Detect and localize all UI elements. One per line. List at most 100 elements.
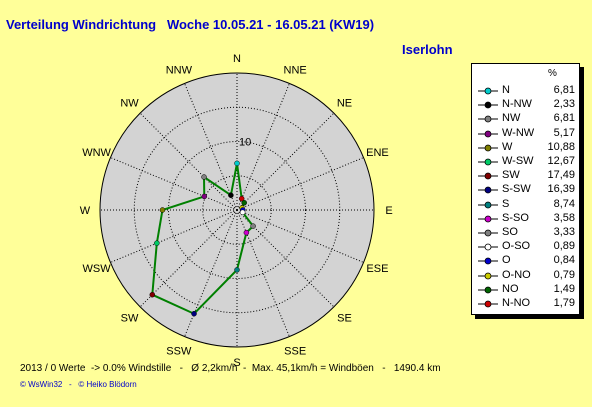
legend-value: 3,33	[553, 226, 575, 238]
legend-swatch	[478, 201, 498, 208]
direction-label: S	[233, 357, 240, 369]
legend-item: O-NO 0,79	[472, 269, 579, 283]
chart-title: Verteilung Windrichtung Woche 10.05.21 -…	[6, 17, 375, 32]
legend-label: NO	[502, 282, 519, 295]
data-point-ese	[239, 209, 246, 216]
grid-spoke	[236, 209, 364, 263]
legend-value: 12,67	[547, 155, 575, 167]
data-point-s	[234, 267, 240, 273]
legend-item: NW 6,81	[472, 112, 579, 126]
credits: © WsWin32 - © Heiko Blödorn	[20, 380, 137, 389]
direction-label: SSE	[284, 345, 306, 357]
legend-label: NW	[502, 112, 521, 125]
direction-label: NNW	[166, 65, 193, 77]
legend-item: W-SW 12,67	[472, 155, 579, 169]
legend-value: 0,79	[553, 268, 575, 281]
legend-unit: %	[548, 68, 557, 79]
data-point-wsw	[154, 240, 160, 246]
legend-item: O-SO 0,89	[472, 240, 579, 254]
direction-label: SW	[121, 312, 139, 324]
legend-item: W 10,88	[472, 141, 579, 155]
grid-spoke	[236, 209, 290, 337]
data-point-nw	[201, 174, 207, 180]
legend-label: S-SO	[502, 211, 529, 224]
legend-swatch	[478, 172, 498, 180]
direction-label: SE	[337, 312, 352, 324]
legend-item: N 6,81	[472, 84, 579, 98]
grid-spoke	[139, 209, 238, 308]
legend-item: SW 17,49	[472, 169, 579, 183]
legend-swatch	[478, 130, 498, 137]
direction-label: WNW	[82, 147, 111, 159]
legend-value: 0,89	[553, 240, 575, 253]
legend-value: 17,49	[547, 169, 575, 182]
legend-swatch	[478, 229, 498, 237]
grid-spoke	[184, 83, 238, 211]
legend-label: SW	[502, 169, 520, 182]
legend-value: 16,39	[547, 183, 575, 196]
legend-label: S	[502, 197, 510, 210]
statistics-footer: 2013 / 0 Werte -> 0.0% Windstille - Ø 2,…	[20, 363, 441, 374]
legend-label: S-SW	[502, 183, 531, 196]
legend-label: W	[502, 140, 513, 153]
grid-spoke	[139, 112, 238, 211]
legend-label: N	[502, 84, 510, 96]
data-point-sse	[243, 229, 250, 236]
legend-item: W-NW 5,17	[472, 127, 579, 141]
legend-value: 2,33	[553, 98, 575, 111]
legend-value: 0,84	[553, 254, 575, 267]
grid-ring	[168, 141, 306, 279]
data-point-nnw	[228, 192, 234, 199]
legend-swatch	[478, 158, 498, 166]
legend-label: SO	[502, 226, 518, 238]
legend-item: S 8,74	[472, 198, 579, 212]
direction-label: NE	[337, 98, 352, 110]
legend-item: NO 1,49	[472, 283, 579, 297]
direction-label: ESE	[366, 263, 388, 275]
legend-swatch	[478, 144, 498, 152]
legend-value: 3,58	[553, 211, 575, 224]
legend-swatch	[478, 101, 498, 109]
legend-swatch	[478, 115, 498, 123]
legend-label: N-NW	[502, 98, 532, 111]
data-point-ssw	[191, 310, 197, 317]
legend-label: O	[502, 254, 511, 267]
data-point-se	[250, 223, 256, 229]
legend-item: N-NO 1,79	[472, 297, 579, 311]
legend-swatch	[478, 286, 498, 294]
legend-swatch	[478, 215, 498, 223]
data-point-w	[159, 207, 166, 213]
direction-label: NNE	[284, 65, 307, 77]
legend-item: S-SW 16,39	[472, 183, 579, 197]
legend: % N 6,81 N-NW 2,33 NW 6,81 W-NW 5,17 W 10,88 W-SW 1…	[471, 63, 580, 315]
legend-swatch	[478, 257, 498, 265]
grid-spoke	[110, 209, 238, 263]
grid-spoke	[236, 83, 290, 211]
grid-spoke	[236, 157, 364, 211]
legend-value: 5,17	[553, 126, 575, 139]
legend-label: W-SW	[502, 155, 534, 167]
legend-swatch	[478, 243, 498, 251]
legend-item: O 0,84	[472, 254, 579, 268]
grid-spoke	[110, 157, 238, 211]
data-point-wnw	[201, 193, 208, 200]
legend-swatch	[478, 87, 498, 95]
data-point-nne	[238, 195, 245, 202]
direction-label: E	[385, 205, 392, 217]
data-point-sw	[149, 291, 156, 298]
grid-spoke	[236, 112, 335, 211]
legend-value: 6,81	[553, 112, 575, 125]
legend-label: O-NO	[502, 268, 531, 281]
station-name: Iserlohn	[402, 42, 453, 57]
direction-label: ENE	[366, 147, 389, 159]
legend-label: W-NW	[502, 126, 535, 139]
direction-label: N	[233, 53, 241, 65]
legend-value: 1,79	[553, 297, 575, 309]
data-point-ne	[241, 200, 247, 206]
legend-swatch	[478, 300, 498, 308]
legend-label: N-NO	[502, 297, 531, 309]
legend-item: SO 3,33	[472, 226, 579, 240]
legend-value: 8,74	[553, 197, 575, 210]
grid-spoke	[236, 209, 335, 308]
